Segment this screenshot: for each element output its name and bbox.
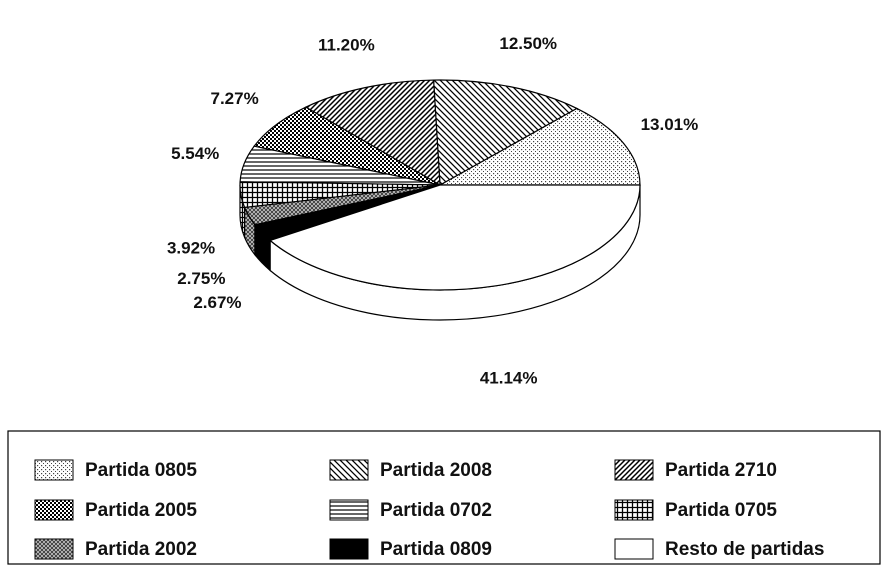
legend-box xyxy=(7,430,881,565)
legend-label: Partida 0705 xyxy=(665,500,777,521)
legend-swatch xyxy=(329,459,369,481)
legend-label: Partida 2008 xyxy=(380,460,492,481)
legend-label: Resto de partidas xyxy=(665,539,824,560)
legend-swatch xyxy=(34,538,74,560)
data-label: 7.27% xyxy=(211,89,259,108)
legend-swatch xyxy=(614,499,654,521)
legend-swatch xyxy=(34,459,74,481)
legend-label: Partida 0702 xyxy=(380,500,492,521)
data-label: 12.50% xyxy=(499,34,557,53)
pie-slice xyxy=(268,184,641,291)
legend-swatch xyxy=(614,459,654,481)
data-label: 11.20% xyxy=(318,35,375,54)
pie-slice xyxy=(437,107,641,186)
legend-swatch xyxy=(614,538,654,560)
legend-label: Partida 0805 xyxy=(85,460,197,481)
legend-swatch xyxy=(329,499,369,521)
pie-slice xyxy=(304,79,441,187)
data-label: 3.92% xyxy=(167,238,215,257)
legend-swatch xyxy=(329,538,369,560)
data-label: 41.14% xyxy=(480,369,538,388)
legend-swatch xyxy=(34,499,74,521)
data-label: 13.01% xyxy=(641,115,699,134)
legend-label: Partida 0809 xyxy=(380,539,492,560)
legend-label: Partida 2005 xyxy=(85,500,197,521)
pie-slice xyxy=(432,79,579,186)
data-label: 5.54% xyxy=(171,144,219,163)
data-label: 2.75% xyxy=(177,269,225,288)
legend-label: Partida 2710 xyxy=(665,460,777,481)
data-label: 2.67% xyxy=(193,293,241,312)
legend-label: Partida 2002 xyxy=(85,539,197,560)
